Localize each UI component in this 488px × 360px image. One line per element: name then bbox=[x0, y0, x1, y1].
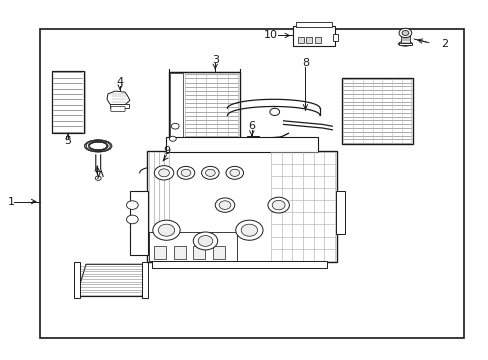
Circle shape bbox=[398, 28, 411, 38]
Bar bbox=[298, 37, 304, 43]
Circle shape bbox=[153, 220, 180, 240]
Bar bbox=[246, 136, 259, 141]
Circle shape bbox=[401, 31, 408, 36]
Circle shape bbox=[225, 166, 243, 179]
Text: 6: 6 bbox=[248, 121, 255, 131]
Bar bbox=[147, 151, 336, 262]
Bar bbox=[168, 72, 239, 155]
Polygon shape bbox=[107, 91, 130, 105]
Bar bbox=[142, 262, 148, 298]
Bar bbox=[173, 246, 185, 259]
Circle shape bbox=[171, 123, 179, 129]
Bar bbox=[130, 191, 148, 255]
Circle shape bbox=[215, 198, 234, 212]
Circle shape bbox=[269, 108, 279, 116]
Circle shape bbox=[193, 232, 217, 250]
Bar bbox=[400, 35, 409, 44]
Bar bbox=[335, 191, 344, 234]
Circle shape bbox=[169, 136, 176, 141]
Text: 5: 5 bbox=[64, 136, 71, 146]
Circle shape bbox=[267, 197, 289, 213]
Circle shape bbox=[235, 220, 263, 240]
Circle shape bbox=[126, 201, 138, 210]
Bar bbox=[193, 246, 205, 259]
Bar bbox=[293, 26, 334, 45]
Circle shape bbox=[177, 166, 194, 179]
Bar bbox=[332, 34, 337, 41]
Circle shape bbox=[219, 201, 230, 210]
FancyBboxPatch shape bbox=[111, 107, 125, 112]
Circle shape bbox=[241, 224, 257, 236]
Text: 1: 1 bbox=[8, 197, 15, 207]
Bar bbox=[212, 246, 224, 259]
Bar bbox=[154, 246, 166, 259]
Bar bbox=[152, 261, 327, 268]
Circle shape bbox=[205, 169, 215, 176]
Circle shape bbox=[272, 201, 285, 210]
Bar bbox=[306, 37, 312, 43]
Text: 3: 3 bbox=[211, 55, 218, 65]
Text: 9: 9 bbox=[163, 146, 170, 156]
Circle shape bbox=[229, 169, 239, 176]
Text: 7: 7 bbox=[94, 171, 101, 181]
Circle shape bbox=[158, 224, 174, 236]
Bar bbox=[149, 232, 237, 261]
Circle shape bbox=[126, 215, 138, 224]
Bar bbox=[341, 78, 412, 144]
Bar bbox=[40, 30, 463, 338]
Circle shape bbox=[158, 169, 169, 177]
Bar bbox=[110, 104, 129, 108]
Circle shape bbox=[154, 166, 173, 180]
Circle shape bbox=[95, 176, 101, 180]
Bar bbox=[74, 262, 80, 298]
Text: 4: 4 bbox=[116, 77, 123, 87]
Bar bbox=[398, 43, 411, 45]
Bar bbox=[52, 71, 83, 134]
Bar bbox=[314, 37, 320, 43]
Text: 2: 2 bbox=[440, 39, 447, 49]
Text: 8: 8 bbox=[301, 58, 308, 68]
Bar bbox=[170, 73, 182, 154]
Circle shape bbox=[198, 235, 212, 246]
Text: 10: 10 bbox=[264, 31, 278, 40]
Bar bbox=[166, 137, 317, 152]
Polygon shape bbox=[241, 136, 244, 141]
Circle shape bbox=[181, 169, 190, 176]
Bar bbox=[157, 161, 165, 169]
Polygon shape bbox=[397, 41, 412, 46]
Bar bbox=[295, 22, 331, 27]
Polygon shape bbox=[76, 264, 147, 297]
Circle shape bbox=[201, 166, 219, 179]
